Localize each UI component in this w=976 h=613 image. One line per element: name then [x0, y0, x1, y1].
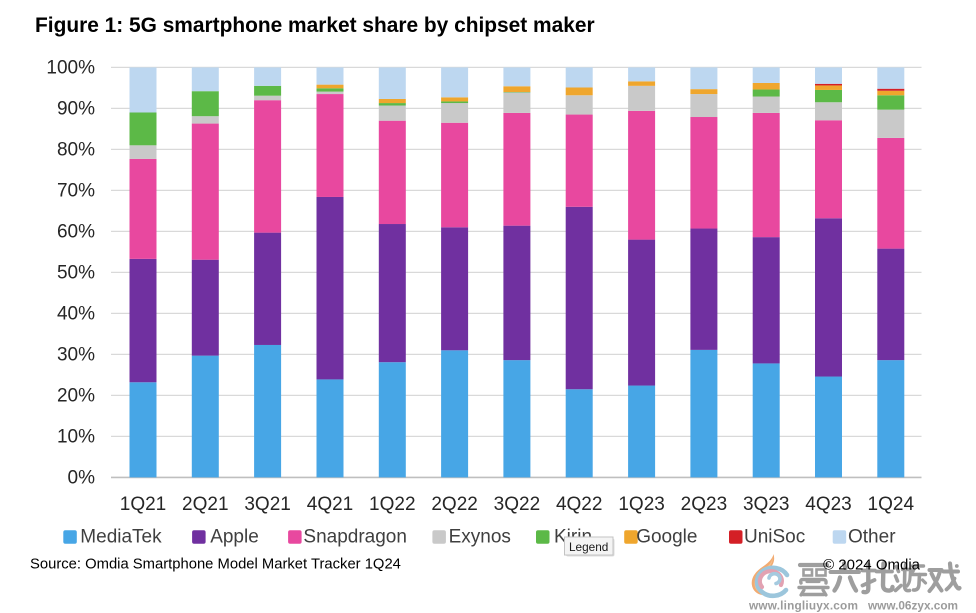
svg-text:Figure 1: 5G smartphone market: Figure 1: 5G smartphone market share by … — [35, 14, 595, 37]
svg-text:Google: Google — [636, 527, 697, 548]
svg-text:MediaTek: MediaTek — [80, 527, 162, 548]
svg-text:60%: 60% — [57, 222, 95, 243]
svg-text:3Q22: 3Q22 — [494, 494, 540, 515]
svg-text:90%: 90% — [57, 99, 95, 120]
svg-text:10%: 10% — [57, 427, 95, 448]
svg-text:2Q23: 2Q23 — [681, 494, 727, 515]
svg-text:Source: Omdia Smartphone Model: Source: Omdia Smartphone Model Market Tr… — [30, 557, 401, 573]
svg-text:2Q21: 2Q21 — [182, 494, 228, 515]
svg-text:3Q21: 3Q21 — [244, 494, 290, 515]
svg-text:Snapdragon: Snapdragon — [303, 527, 407, 548]
svg-text:Legend: Legend — [569, 540, 608, 554]
svg-text:1Q23: 1Q23 — [618, 494, 664, 515]
svg-text:2Q22: 2Q22 — [431, 494, 477, 515]
svg-text:© 2024 Omdia: © 2024 Omdia — [823, 557, 921, 574]
svg-text:1Q21: 1Q21 — [120, 494, 166, 515]
svg-text:Exynos: Exynos — [449, 527, 511, 548]
svg-text:30%: 30% — [57, 345, 95, 366]
svg-text:4Q21: 4Q21 — [307, 494, 353, 515]
svg-text:0%: 0% — [68, 468, 96, 489]
svg-text:www.lingliuyx.com: www.lingliuyx.com — [748, 598, 858, 612]
svg-text:www.06zyx.com: www.06zyx.com — [867, 598, 958, 612]
svg-text:4Q22: 4Q22 — [556, 494, 602, 515]
svg-text:1Q22: 1Q22 — [369, 494, 415, 515]
svg-text:20%: 20% — [57, 386, 95, 407]
svg-text:50%: 50% — [57, 263, 95, 284]
svg-text:Other: Other — [848, 527, 896, 548]
svg-text:4Q23: 4Q23 — [805, 494, 851, 515]
svg-text:Apple: Apple — [210, 527, 259, 548]
svg-text:100%: 100% — [46, 58, 95, 79]
svg-text:40%: 40% — [57, 304, 95, 325]
svg-text:80%: 80% — [57, 140, 95, 161]
svg-text:70%: 70% — [57, 181, 95, 202]
svg-text:UniSoc: UniSoc — [744, 527, 805, 548]
svg-text:1Q24: 1Q24 — [868, 494, 915, 515]
svg-text:3Q23: 3Q23 — [743, 494, 789, 515]
